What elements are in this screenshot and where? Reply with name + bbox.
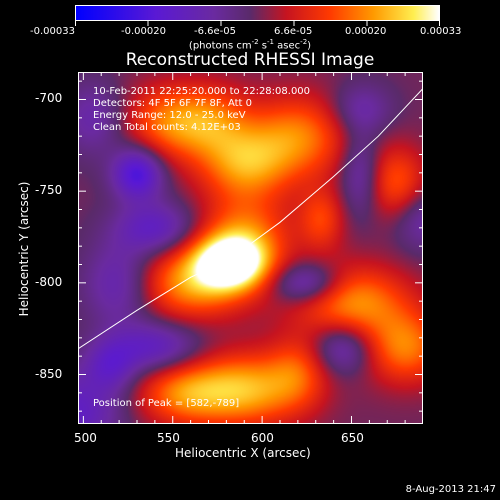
x-tick-label: 650 xyxy=(341,431,364,445)
units-exp: -2 xyxy=(251,38,259,46)
plot-overlay xyxy=(78,72,423,424)
colorbar-tick-label: 6.6e-05 xyxy=(274,26,313,37)
units-exp: -2 xyxy=(300,38,308,46)
x-tick-label: 600 xyxy=(251,431,274,445)
annotation-clean: Clean Total counts: 4.12E+03 xyxy=(93,122,241,133)
y-axis-label: Heliocentric Y (arcsec) xyxy=(17,181,31,317)
colorbar-tick-label: 0.00033 xyxy=(420,26,462,37)
colorbar-tick-label: -0.00033 xyxy=(30,26,75,37)
colorbar-tick-label: -6.6e-05 xyxy=(194,26,236,37)
y-tick-label: -800 xyxy=(35,275,63,289)
units-mid: s xyxy=(258,40,268,52)
colorbar-tick-label: -0.00020 xyxy=(121,26,166,37)
units-close: ) xyxy=(307,40,312,52)
y-tick-label: -750 xyxy=(35,183,63,197)
units-main: (photons cm xyxy=(188,40,252,52)
units-exp: -1 xyxy=(267,38,274,46)
colorbar-tick-label: 0.00020 xyxy=(345,26,387,37)
y-tick-label: -850 xyxy=(35,367,63,381)
colorbar-ticks xyxy=(75,21,440,27)
units-end: asec xyxy=(274,40,301,52)
plot-frame xyxy=(78,72,423,424)
x-tick-label: 550 xyxy=(157,431,180,445)
annotation-peak: Position of Peak = [582,-789] xyxy=(93,398,240,409)
x-axis-label: Heliocentric X (arcsec) xyxy=(175,446,311,460)
solar-limb-curve xyxy=(78,88,423,350)
plot-area: 10-Feb-2011 22:25:20.000 to 22:28:08.000… xyxy=(78,72,423,424)
annotation-detectors: Detectors: 4F 5F 6F 7F 8F, Att 0 xyxy=(93,98,253,109)
colorbar-units: (photons cm-2 s-1 asec-2) xyxy=(0,38,500,51)
footer-date: 8-Aug-2013 21:47 xyxy=(405,484,496,495)
y-tick-label: -700 xyxy=(35,91,63,105)
annotation-energy: Energy Range: 12.0 - 25.0 keV xyxy=(93,110,246,121)
x-tick-label: 500 xyxy=(74,431,97,445)
heatmap-image xyxy=(78,72,423,424)
colorbar xyxy=(75,5,440,21)
chart-title: Reconstructed RHESSI Image xyxy=(125,50,375,70)
annotation-time: 10-Feb-2011 22:25:20.000 to 22:28:08.000 xyxy=(93,86,311,97)
